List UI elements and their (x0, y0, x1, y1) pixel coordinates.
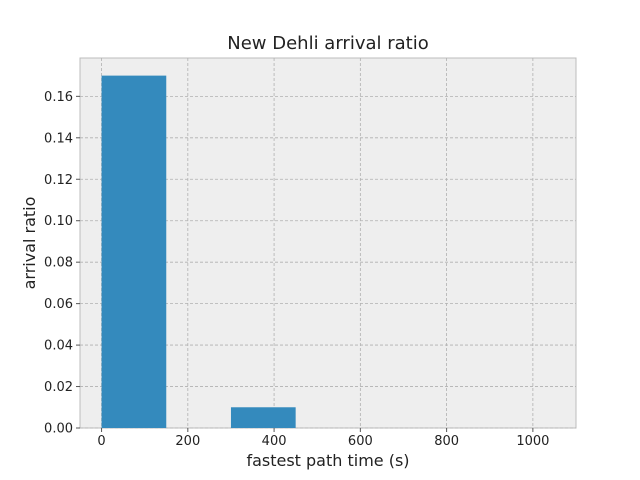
y-tick-label: 0.16 (44, 90, 73, 105)
y-tick-label: 0.12 (44, 173, 73, 188)
y-tick-label: 0.06 (44, 297, 73, 312)
x-tick-label: 0 (97, 434, 105, 449)
y-tick-label: 0.00 (44, 422, 73, 437)
bar-0 (101, 75, 167, 428)
x-tick-label: 600 (348, 434, 373, 449)
x-tick-label: 800 (434, 434, 459, 449)
x-tick-label: 400 (262, 434, 287, 449)
y-axis-ticks: 0.00 0.02 0.04 0.06 0.08 0.10 0.12 0.14 0.16 (44, 90, 80, 437)
chart-title: New Dehli arrival ratio (227, 33, 428, 54)
y-tick-label: 0.08 (44, 256, 73, 271)
y-axis-label: arrival ratio (20, 197, 39, 290)
y-tick-label: 0.14 (44, 131, 73, 146)
x-axis-label: fastest path time (s) (246, 451, 409, 470)
y-tick-label: 0.02 (44, 380, 73, 395)
x-tick-label: 1000 (516, 434, 549, 449)
bar-1 (230, 407, 296, 428)
x-tick-label: 200 (175, 434, 200, 449)
y-tick-label: 0.04 (44, 339, 73, 354)
x-axis-ticks: 0 200 400 600 800 1000 (97, 428, 549, 449)
bars (101, 75, 296, 428)
y-tick-label: 0.10 (44, 214, 73, 229)
